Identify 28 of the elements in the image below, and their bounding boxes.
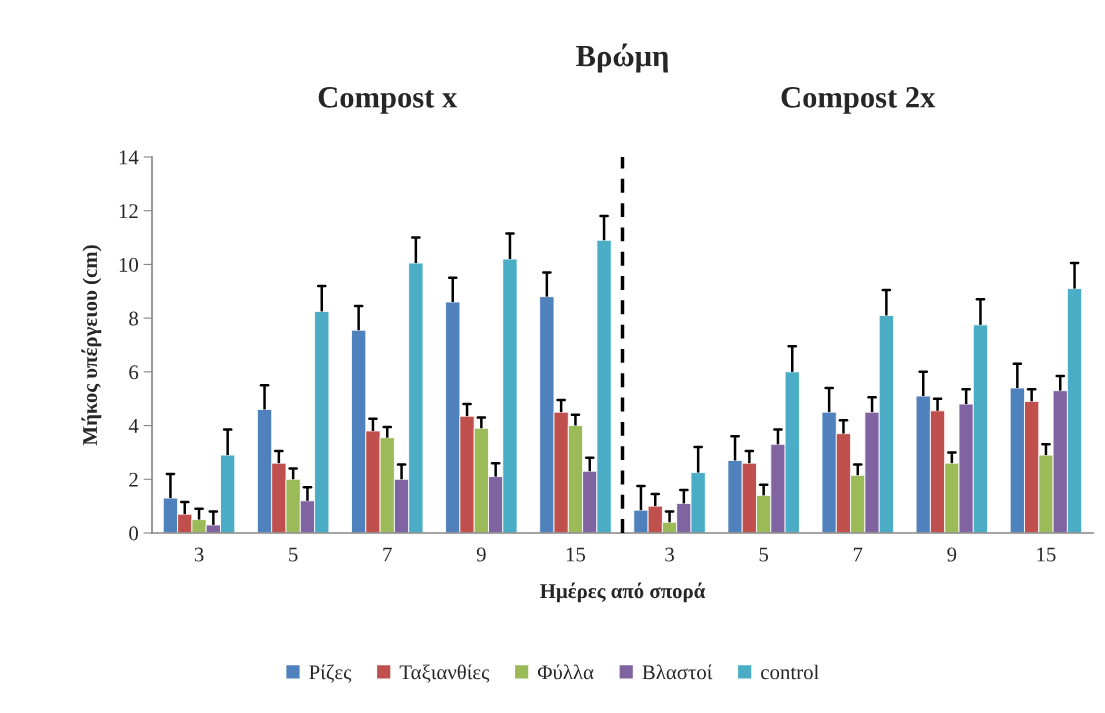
y-tick-label: 2 [129, 472, 138, 487]
x-tick-label: 9 [947, 547, 957, 562]
chart-title: Βρώμη [576, 43, 669, 73]
x-tick-label: 3 [665, 547, 674, 562]
legend-label: Βλαστοί [642, 664, 713, 680]
x-tick-label: 5 [759, 547, 769, 562]
x-tick-label: 15 [566, 547, 586, 562]
y-tick-label: 12 [119, 204, 138, 218]
text: Compost 2x [781, 87, 936, 114]
y-tick-label: 10 [119, 257, 139, 272]
x-tick-label: 15 [1037, 547, 1056, 562]
legend-label: Ταξιανθίες [399, 664, 490, 683]
y-tick-label: 8 [129, 311, 139, 326]
y-tick-label: 14 [119, 150, 139, 165]
x-tick-label: 9 [476, 547, 486, 562]
y-tick-label: 6 [129, 365, 139, 380]
y-tick-label: 0 [129, 526, 139, 541]
legend-label: Ρίζες [309, 664, 352, 683]
y-tick-label: 4 [128, 419, 139, 433]
legend-label: control [761, 664, 819, 680]
x-axis-title: Ημέρες από σπορά [540, 582, 706, 603]
x-tick-label: 7 [853, 547, 863, 562]
y-axis-title: Μήκος υπέργειου (cm) [81, 245, 102, 446]
x-tick-label: 3 [194, 547, 204, 562]
text: Compost x [318, 87, 458, 114]
x-tick-label: 5 [289, 547, 298, 562]
legend-label: Φύλλα [537, 664, 594, 680]
x-tick-label: 7 [383, 547, 392, 562]
